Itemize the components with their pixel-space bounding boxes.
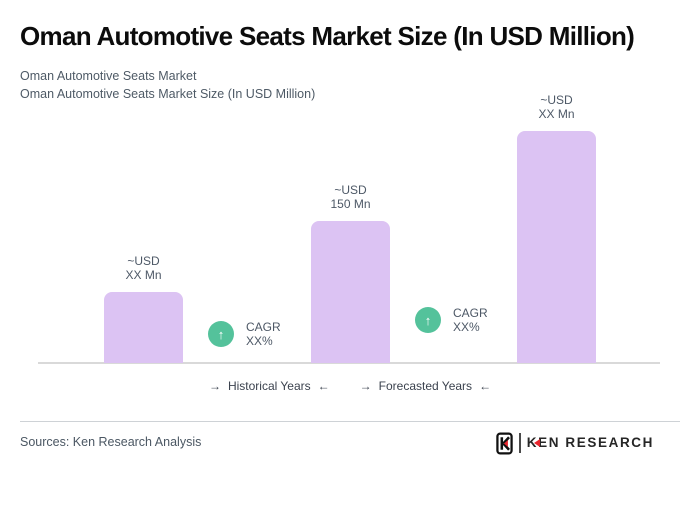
x-axis-line	[38, 362, 660, 364]
cagr-badge-historical: ↑ CAGR XX%	[208, 320, 281, 348]
legend-forecasted-years: → Forecasted Years ←	[360, 379, 491, 393]
footer-divider	[20, 421, 680, 422]
up-arrow-glyph: ↑	[424, 312, 432, 328]
logo-wordmark: KEN RESEARCH	[526, 435, 654, 450]
legend-label: Historical Years	[227, 379, 311, 393]
bar-value-label: ~USD 150 Mn	[330, 183, 371, 211]
ken-research-shield-icon	[496, 431, 513, 455]
legend-historical-years: → Historical Years ←	[209, 379, 330, 393]
legend-label: Forecasted Years	[378, 379, 473, 393]
cagr-badge-forecast: ↑ CAGR XX%	[415, 306, 488, 334]
bar	[104, 292, 183, 363]
bar-value-label: ~USD XX Mn	[538, 93, 575, 121]
right-arrow-icon: →	[359, 379, 372, 393]
left-arrow-icon: ←	[479, 379, 492, 393]
bar	[311, 221, 390, 363]
up-arrow-circle-icon: ↑	[415, 307, 441, 333]
bar	[517, 131, 596, 363]
legend-row: → Historical Years ← → Forecasted Years …	[0, 379, 700, 393]
cagr-label-block: CAGR XX%	[246, 320, 281, 348]
subtitle-line-1: Oman Automotive Seats Market	[20, 69, 197, 83]
cagr-label: CAGR	[246, 320, 281, 334]
cagr-label: CAGR	[453, 306, 488, 320]
subtitle-line-2: Oman Automotive Seats Market Size (In US…	[20, 87, 316, 101]
sources-text: Sources: Ken Research Analysis	[20, 435, 202, 449]
cagr-value: XX%	[246, 334, 273, 348]
bar-value-label: ~USD XX Mn	[125, 254, 162, 282]
logo-separator	[518, 433, 521, 453]
up-arrow-circle-icon: ↑	[208, 321, 234, 347]
logo-text-wrap: KEN RESEARCH	[527, 434, 654, 452]
cagr-label-block: CAGR XX%	[453, 306, 488, 334]
subtitle-block: Oman Automotive Seats Market Oman Automo…	[20, 67, 315, 103]
left-arrow-icon: ←	[317, 379, 330, 393]
cagr-value: XX%	[453, 320, 480, 334]
up-arrow-glyph: ↑	[217, 326, 225, 342]
right-arrow-icon: →	[208, 379, 221, 393]
ken-research-logo: KEN RESEARCH	[496, 431, 654, 455]
page-title: Oman Automotive Seats Market Size (In US…	[20, 21, 635, 51]
